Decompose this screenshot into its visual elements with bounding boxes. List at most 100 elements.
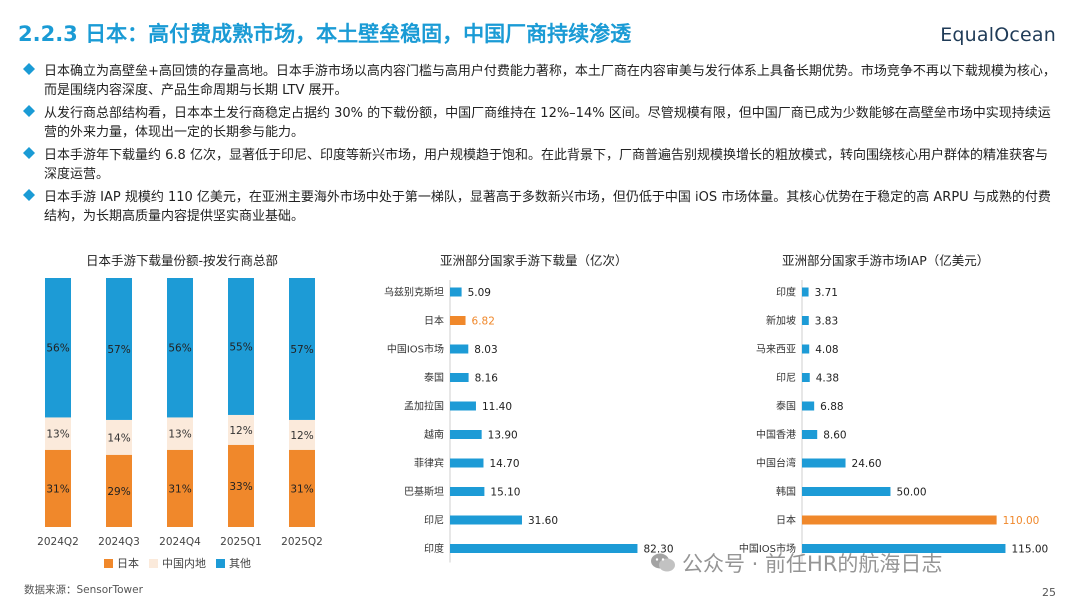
segment-label: 29% bbox=[107, 486, 130, 498]
bar bbox=[802, 401, 815, 411]
bar bbox=[802, 458, 846, 468]
chart1-legend: 日本 中国内地 其他 bbox=[104, 555, 251, 571]
bar-value-label: 4.08 bbox=[815, 344, 838, 356]
bar bbox=[450, 344, 469, 354]
stacked-bar-segment bbox=[106, 419, 132, 455]
y-tick-label: 日本 bbox=[776, 514, 796, 527]
stacked-bar-segment bbox=[167, 278, 193, 418]
diamond-bullet-icon bbox=[22, 104, 36, 118]
diamond-bullet-icon bbox=[22, 146, 36, 160]
segment-label: 57% bbox=[290, 344, 313, 356]
chart2-title: 亚洲部分国家手游下载量（亿次） bbox=[440, 253, 628, 268]
segment-label: 12% bbox=[290, 430, 313, 442]
stacked-bar-segment bbox=[289, 449, 315, 527]
segment-label: 14% bbox=[107, 432, 130, 444]
x-tick-label: 2024Q2 bbox=[37, 536, 79, 548]
segment-label: 56% bbox=[168, 343, 191, 355]
diamond-bullet-icon bbox=[22, 62, 36, 76]
y-tick-label: 孟加拉国 bbox=[404, 400, 444, 413]
bar bbox=[450, 487, 485, 496]
bullet-text: 日本手游年下载量约 6.8 亿次，显著低于印尼、印度等新兴市场，用户规模趋于饱和… bbox=[44, 148, 1048, 182]
stacked-bar-segment bbox=[228, 414, 254, 445]
watermark: 公众号 · 前任HR的航海日志 bbox=[650, 548, 942, 578]
bar-value-label: 15.10 bbox=[490, 487, 520, 499]
segment-label: 31% bbox=[46, 483, 69, 495]
diamond-bullet-icon bbox=[22, 188, 36, 202]
y-tick-label: 泰国 bbox=[424, 371, 444, 384]
bar bbox=[450, 373, 469, 382]
bar-value-label: 8.16 bbox=[475, 373, 499, 385]
legend-label: 日本 bbox=[117, 557, 139, 570]
stacked-bar-segment bbox=[45, 278, 71, 418]
y-tick-label: 印度 bbox=[424, 542, 444, 555]
segment-label: 13% bbox=[168, 429, 191, 441]
y-tick-label: 中国IOS市场 bbox=[739, 542, 796, 555]
stacked-bar-segment bbox=[228, 278, 254, 415]
y-tick-label: 马来西亚 bbox=[756, 344, 796, 356]
y-tick-label: 新加坡 bbox=[766, 314, 796, 327]
y-tick-label: 泰国 bbox=[776, 400, 796, 413]
bar-value-label: 14.70 bbox=[489, 458, 519, 470]
segment-label: 57% bbox=[107, 344, 130, 356]
bar-value-label: 4.38 bbox=[816, 373, 839, 385]
stacked-share-chart: 31% 13% 56% 2024Q2 29% 14% 57% 2024Q3 31% 13% 56% 2… bbox=[37, 278, 323, 548]
downloads-bar-chart: 乌兹别克斯坦 5.09 日本 6.82 中国IOS市场 8.03 泰国 8.16 孟加拉国 11.… bbox=[384, 280, 674, 563]
wechat-icon bbox=[651, 553, 675, 572]
stacked-bar-segment bbox=[167, 417, 193, 450]
legend-swatch bbox=[216, 558, 225, 568]
x-tick-label: 2025Q1 bbox=[220, 536, 262, 548]
bar-value-label: 115.00 bbox=[1011, 544, 1048, 556]
chart3-title: 亚洲部分国家手游市场IAP（亿美元） bbox=[782, 253, 990, 268]
stacked-bar-segment bbox=[45, 449, 71, 527]
y-tick-label: 菲律宾 bbox=[414, 457, 444, 470]
page-title: 2.2.3 日本：高付费成熟市场，本土壁垒稳固，中国厂商持续渗透 bbox=[18, 22, 632, 46]
bar bbox=[450, 287, 462, 297]
bar bbox=[450, 515, 522, 525]
bar-value-label: 3.71 bbox=[815, 287, 838, 299]
y-tick-label: 印度 bbox=[776, 286, 796, 299]
chart1-title: 日本手游下载量份额-按发行商总部 bbox=[86, 253, 279, 268]
legend-item-other: 其他 bbox=[216, 555, 251, 571]
y-tick-label: 韩国 bbox=[776, 485, 796, 498]
bullet-list: 日本确立为高壁垒+高回馈的存量高地。日本手游市场以高内容门槛与高用户付费能力著称… bbox=[22, 62, 1060, 230]
legend-label: 其他 bbox=[229, 557, 251, 570]
y-tick-label: 越南 bbox=[424, 428, 444, 441]
stacked-bar-segment bbox=[45, 417, 71, 450]
bullet-text: 从发行商总部结构看，日本本土发行商稳定占据约 30% 的下载份额，中国厂商维持在… bbox=[44, 106, 1051, 140]
bar bbox=[802, 487, 891, 496]
x-tick-label: 2024Q4 bbox=[159, 536, 201, 548]
bar-value-label: 31.60 bbox=[528, 515, 558, 527]
bar-value-label: 8.60 bbox=[823, 430, 846, 442]
watermark-text: 公众号 · 前任HR的航海日志 bbox=[682, 552, 943, 576]
stacked-bar-segment bbox=[289, 419, 315, 450]
bar bbox=[802, 344, 810, 354]
bar-value-label: 6.88 bbox=[820, 401, 843, 413]
bar bbox=[450, 430, 482, 439]
bar bbox=[802, 515, 997, 525]
bar bbox=[802, 287, 809, 297]
stacked-bar-segment bbox=[289, 278, 315, 420]
bar-value-label: 3.83 bbox=[815, 316, 838, 328]
segment-label: 33% bbox=[229, 481, 252, 493]
stacked-bar-segment bbox=[106, 454, 132, 527]
header: 2.2.3 日本：高付费成熟市场，本土壁垒稳固，中国厂商持续渗透 EqualOc… bbox=[18, 18, 1062, 52]
bullet-item: 从发行商总部结构看，日本本土发行商稳定占据约 30% 的下载份额，中国厂商维持在… bbox=[22, 104, 1060, 142]
y-tick-label: 巴基斯坦 bbox=[404, 485, 444, 498]
data-source-note: 数据来源：SensorTower bbox=[24, 584, 143, 596]
bar bbox=[802, 373, 810, 382]
bar-value-label: 82.30 bbox=[643, 544, 673, 556]
bullet-text: 日本确立为高壁垒+高回馈的存量高地。日本手游市场以高内容门槛与高用户付费能力著称… bbox=[44, 64, 1056, 98]
brand-logo: EqualOcean bbox=[940, 24, 1056, 46]
segment-label: 55% bbox=[229, 341, 252, 353]
iap-bar-chart: 印度 3.71 新加坡 3.83 马来西亚 4.08 印尼 4.38 泰国 6.88 中国香港 8.6… bbox=[739, 280, 1048, 563]
segment-label: 56% bbox=[46, 343, 69, 355]
bar-value-label: 13.90 bbox=[488, 430, 518, 442]
bar bbox=[450, 316, 466, 325]
bar bbox=[450, 401, 476, 411]
bullet-item: 日本确立为高壁垒+高回馈的存量高地。日本手游市场以高内容门槛与高用户付费能力著称… bbox=[22, 62, 1060, 100]
legend-swatch bbox=[149, 558, 158, 568]
bar-value-label: 6.82 bbox=[472, 316, 495, 328]
legend-swatch bbox=[104, 558, 113, 568]
bar bbox=[802, 544, 1006, 553]
bullet-item: 日本手游 IAP 规模约 110 亿美元，在亚洲主要海外市场中处于第一梯队，显著… bbox=[22, 188, 1060, 226]
